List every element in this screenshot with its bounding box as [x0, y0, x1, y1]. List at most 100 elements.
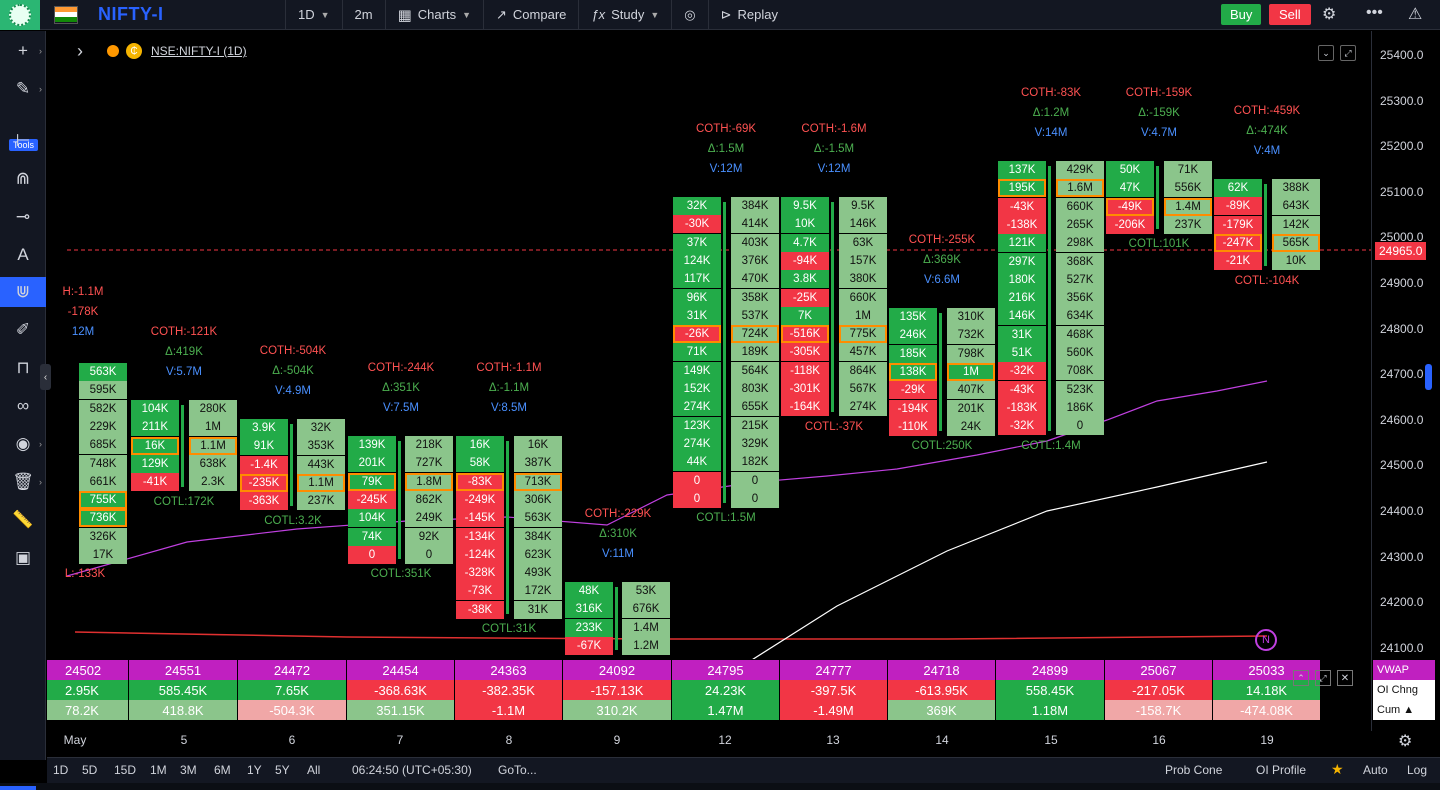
settings-gear-icon[interactable]: ⚙ [1322, 6, 1337, 23]
footprint-cell: 9.5K [781, 197, 829, 215]
footprint-cell: 660K [839, 288, 887, 307]
footprint-cell: 229K [79, 417, 127, 436]
table-cell: 585.45K [129, 680, 238, 700]
sell-button[interactable]: Sell [1269, 4, 1311, 25]
time-tick: May [63, 733, 87, 747]
expand-legend-icon[interactable]: › [77, 41, 83, 61]
candle-vol-label: V:7.5M [382, 402, 420, 414]
timeframe-label: 2m [354, 7, 373, 22]
table-cell: 24795 [672, 660, 780, 680]
ruler-icon[interactable]: 📏 [12, 510, 34, 529]
footprint-cell: 237K [1164, 215, 1212, 234]
compare-button[interactable]: ↗ Compare [483, 0, 578, 30]
charts-label: Charts [417, 7, 457, 22]
collapse-table-icon[interactable]: ⌃ [1293, 670, 1309, 686]
alert-warning-icon[interactable]: ⚠ [1408, 6, 1423, 23]
range-button-5y[interactable]: 5Y [275, 763, 290, 777]
symbol-search[interactable]: NIFTY-I [98, 4, 164, 24]
footprint-cell: 216K [998, 289, 1046, 308]
oi-profile-button[interactable]: OI Profile [1256, 763, 1307, 777]
settings-gear-icon[interactable]: ⚙ [1398, 733, 1413, 750]
auto-scale-button[interactable]: Auto [1363, 763, 1388, 777]
candle-coth-label: COTH:-244K [367, 362, 435, 374]
legend-vwap[interactable]: VWAP [1373, 660, 1435, 680]
candle-cotl-label: COTL:31K [481, 623, 537, 635]
candle-cotl-label: COTL:1.4M [1021, 439, 1081, 452]
footprint-cell: 58K [456, 454, 504, 473]
goto-button[interactable]: GoTo... [498, 763, 537, 777]
legend-symbol-text[interactable]: NSE:NIFTY-I (1D) [151, 44, 247, 58]
range-button-3m[interactable]: 3M [180, 763, 197, 777]
table-cell: 24777 [780, 660, 888, 680]
log-scale-button[interactable]: Log [1407, 763, 1428, 777]
table-cell: 351.15K [347, 700, 455, 720]
pattern-tool-icon[interactable]: ⋒ [15, 169, 31, 188]
prob-cone-button[interactable]: Prob Cone [1165, 763, 1223, 777]
range-button-15d[interactable]: 15D [114, 763, 137, 777]
time-axis[interactable]: May 5 6 7 8 9 12 13 14 15 16 19 [47, 728, 1371, 754]
trash-icon[interactable]: 🗑 › [12, 472, 42, 491]
footprint-cell: -25K [781, 288, 829, 307]
charts-button[interactable]: ▦ Charts ▼ [384, 0, 483, 30]
legend-oi-chng[interactable]: OI Chng [1373, 680, 1435, 700]
price-tick: 24100.0 [1380, 640, 1424, 655]
candle-delta-label: Δ:-159K [1138, 107, 1180, 119]
footprint-cell: 384K [731, 197, 779, 215]
table-cell: 24551 [129, 660, 238, 680]
text-tool-icon[interactable]: A [17, 245, 29, 264]
collapse-panel-handle[interactable]: ‹ [40, 364, 51, 390]
replay-button[interactable]: ⊳ Replay [707, 0, 790, 30]
table-cell: 24454 [347, 660, 455, 680]
close-table-icon[interactable]: ✕ [1337, 670, 1353, 686]
crosshair-tool-icon[interactable]: + › [18, 41, 42, 60]
candle-cotl-label: COTL:250K [911, 440, 973, 453]
lock-icon[interactable]: ⊓ [16, 358, 30, 377]
legend-cum[interactable]: Cum ▲ [1373, 700, 1435, 720]
buy-button[interactable]: Buy [1221, 4, 1262, 25]
footprint-cell: 0 [673, 471, 721, 490]
maximize-pane-icon[interactable]: ⤢ [1340, 45, 1356, 61]
footprint-cell: 182K [731, 453, 779, 472]
eye-icon[interactable]: ◉ › [15, 434, 42, 453]
scroll-handle[interactable] [1425, 364, 1432, 390]
candle-wick [181, 405, 184, 487]
timeframe-button[interactable]: 2m [341, 0, 385, 30]
chart-pane[interactable]: 563K 595K 582K 229K 685K 748K 661K 755K 736K 326K… [47, 31, 1371, 659]
price-tick: 24900.0 [1380, 276, 1424, 290]
range-button-all[interactable]: All [307, 763, 321, 777]
interval-label: 1D [298, 7, 315, 22]
current-price-label: 24965.0 [1375, 242, 1427, 260]
pencil-tool-icon[interactable]: ✎ › [15, 79, 42, 98]
study-button[interactable]: ƒx Study ▼ [578, 0, 671, 30]
clock-display: 06:24:50 (UTC+05:30) [352, 763, 472, 777]
horizontal-line-icon[interactable]: ⊸ [15, 207, 31, 226]
range-button-6m[interactable]: 6M [214, 763, 231, 777]
interval-select[interactable]: 1D ▼ [285, 0, 342, 30]
brush-tool-icon[interactable]: ✐ [15, 320, 31, 339]
range-button-5d[interactable]: 5D [82, 763, 98, 777]
collapse-pane-icon[interactable]: ⌄ [1318, 45, 1334, 61]
table-cell: 2.95K [47, 680, 129, 700]
link-icon[interactable]: ∞ [16, 396, 30, 415]
range-button-1y[interactable]: 1Y [247, 763, 262, 777]
magnet-mode-icon[interactable]: ⋓ [0, 277, 46, 307]
footprint-cell: -49K [1106, 197, 1154, 216]
snapshot-button[interactable]: ◎ [671, 0, 707, 30]
star-icon[interactable]: ★ [1331, 761, 1344, 777]
app-logo[interactable] [0, 0, 40, 30]
footprint-cell: -26K [673, 325, 721, 344]
footprint-cell: -38K [456, 600, 504, 619]
range-button-1d[interactable]: 1D [53, 763, 69, 777]
footprint-cell: 676K [622, 600, 670, 619]
candle-vol-label: V:12M [817, 163, 851, 175]
range-button-1m[interactable]: 1M [150, 763, 167, 777]
expand-table-icon[interactable]: ⤢ [1315, 670, 1331, 686]
more-options-icon[interactable]: ••• [1366, 4, 1383, 21]
price-axis[interactable]: 25400.0 25300.0 25200.0 25100.0 25000.0 24900… [1371, 31, 1440, 750]
replay-label: Replay [737, 7, 779, 22]
candle-delta-label: Δ:369K [923, 254, 961, 266]
footprint-cell: 104K [348, 509, 396, 528]
line-marker-n[interactable]: N [1255, 629, 1277, 651]
screen-tool-icon[interactable]: ▣ [14, 548, 32, 567]
measure-tool-icon[interactable]: ⊢ [15, 131, 31, 150]
